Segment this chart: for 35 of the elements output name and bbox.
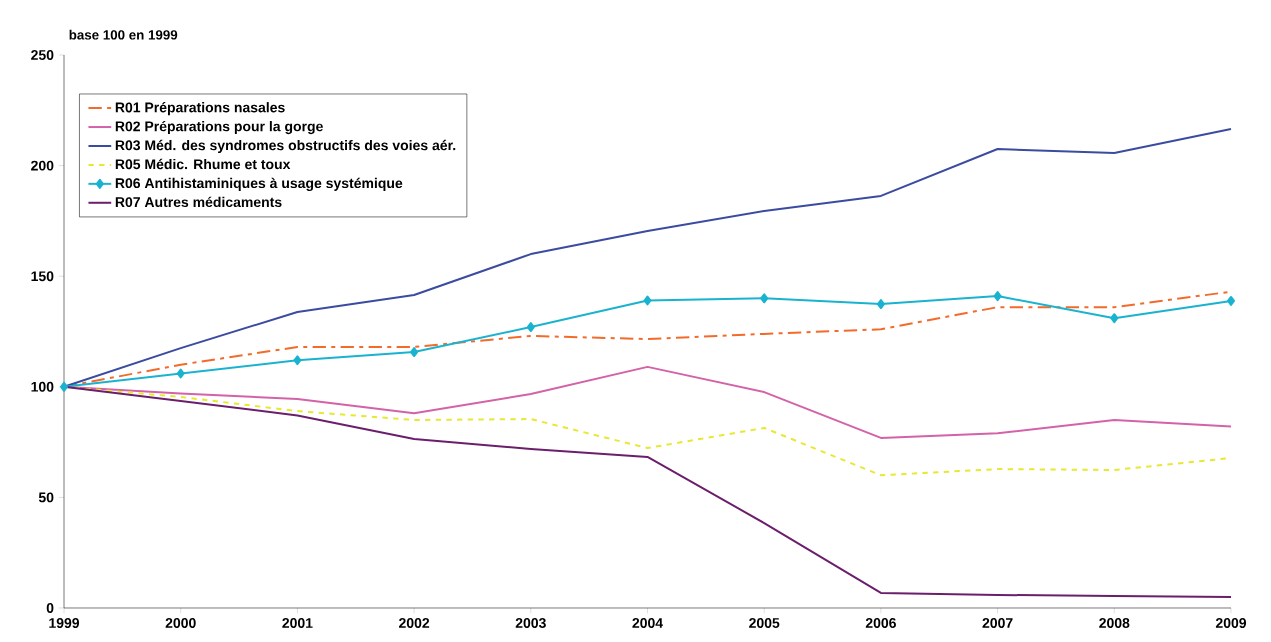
legend-label: R03 Méd. des syndromes obstructifs des voies aér. (115, 139, 456, 154)
point (410, 347, 419, 358)
y-tick-label: 100 (31, 381, 54, 392)
y-tick-label: 200 (31, 160, 54, 171)
x-tick-label: 2005 (749, 618, 780, 628)
x-tick-label: 2007 (982, 618, 1013, 628)
x-tick-label: 2004 (632, 618, 663, 628)
x-tick-label: 2002 (399, 618, 430, 628)
x-tick-label: 1999 (49, 618, 80, 628)
y-tick-label: 250 (31, 50, 54, 60)
y-tick-label: 0 (46, 603, 54, 613)
point (60, 381, 69, 392)
legend-label: R07 Autres médicaments (115, 196, 282, 208)
x-tick-label: 2008 (1099, 618, 1130, 628)
y-tick-label: 150 (31, 271, 54, 282)
x-tick-label: 2001 (282, 618, 313, 628)
x-tick-label: 2006 (865, 618, 896, 628)
x-tick-label: 2009 (1215, 618, 1247, 628)
point (760, 293, 769, 304)
point (876, 299, 885, 310)
point (993, 291, 1002, 302)
x-tick-label: 2000 (165, 618, 196, 628)
point (1110, 313, 1119, 324)
legend-label: R05 Médic. Rhume et toux (115, 158, 291, 170)
point (293, 355, 302, 366)
point (526, 322, 535, 333)
legend-label: R01 Préparations nasales (115, 101, 285, 116)
y-axis-title: base 100 en 1999 (69, 29, 178, 40)
y-tick-label: 50 (38, 492, 54, 503)
point (176, 368, 185, 379)
point (1227, 295, 1235, 306)
legend-label: R06 Antihistaminiques à usage systémique (115, 177, 403, 191)
legend-label: R02 Préparations pour la gorge (115, 120, 323, 135)
x-tick-label: 2003 (515, 618, 546, 628)
point (643, 295, 652, 306)
